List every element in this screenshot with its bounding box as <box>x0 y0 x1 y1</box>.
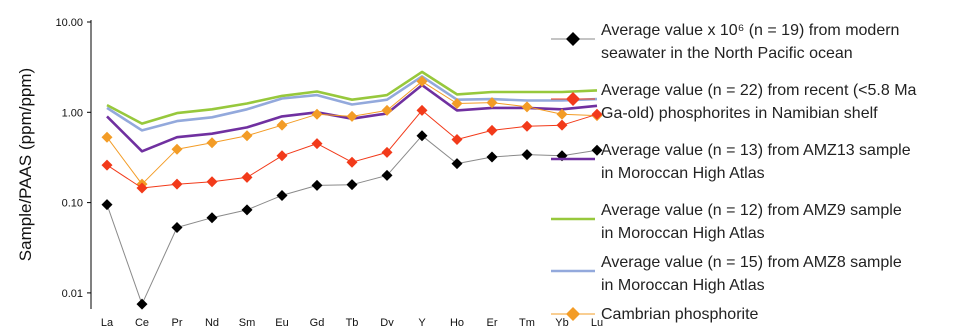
data-point <box>451 158 463 170</box>
data-point <box>206 212 218 224</box>
x-tick-label: Yb <box>555 317 568 326</box>
x-tick-label: La <box>101 317 114 326</box>
legend-entry-cambrian-phosphorite: Cambrian phosphorite <box>551 306 759 323</box>
x-tick-label: Dy <box>380 317 394 326</box>
legend-label: Ga-old) phosphorites in Namibian shelf <box>601 105 878 122</box>
x-tick-label: Eu <box>275 317 288 326</box>
legend-entry-amz13: Average value (n = 13) from AMZ13 sample… <box>551 142 911 182</box>
data-point <box>101 159 113 171</box>
data-point <box>591 144 603 156</box>
data-point <box>241 130 253 142</box>
x-tick-label: Tm <box>519 317 535 326</box>
data-point <box>241 204 253 216</box>
data-point <box>521 101 533 113</box>
legend-swatch-marker <box>566 32 580 46</box>
x-tick-label: Lu <box>591 317 603 326</box>
y-tick-label: 10.00 <box>55 17 83 29</box>
data-point <box>171 221 183 233</box>
data-point <box>136 182 148 194</box>
data-point <box>311 179 323 191</box>
data-point <box>171 178 183 190</box>
legend-entry-north-pacific-seawater: Average value x 10⁶ (n = 19) from modern… <box>551 22 899 62</box>
legend-label: in Moroccan High Atlas <box>601 165 765 182</box>
series-line-cambrian-phosphorite <box>106 80 598 185</box>
series-amz9 <box>106 70 598 125</box>
x-tick-label: Er <box>487 317 498 326</box>
series-line-amz9 <box>106 70 598 125</box>
plot-area <box>101 70 603 310</box>
series-amz8 <box>106 75 598 132</box>
y-tick-label: 1.00 <box>62 107 83 119</box>
data-point <box>486 124 498 136</box>
data-point <box>591 108 603 120</box>
series-namibian-shelf-phosphorites <box>101 104 603 194</box>
data-point <box>486 151 498 163</box>
y-tick-label: 0.10 <box>62 198 83 210</box>
data-point <box>556 108 568 120</box>
data-point <box>311 108 323 120</box>
data-point <box>101 131 113 143</box>
legend-label: Average value (n = 13) from AMZ13 sample <box>601 142 911 159</box>
legend-entry-amz9: Average value (n = 12) from AMZ9 sample i… <box>551 202 902 242</box>
data-point <box>521 120 533 132</box>
x-tick-label: Pr <box>172 317 183 326</box>
legend-label: Average value x 10⁶ (n = 19) from modern <box>601 22 899 39</box>
data-point <box>311 138 323 150</box>
data-point <box>276 150 288 162</box>
y-tick-label: 0.01 <box>62 288 83 300</box>
data-point <box>206 176 218 188</box>
data-point <box>101 199 113 211</box>
data-point <box>486 97 498 109</box>
data-point <box>451 133 463 145</box>
legend-label: Average value (n = 12) from AMZ9 sample <box>601 202 902 219</box>
legend-label: Average value (n = 15) from AMZ8 sample <box>601 254 902 271</box>
legend-label: Average value (n = 22) from recent (<5.8… <box>601 82 917 99</box>
data-point <box>276 119 288 131</box>
data-point <box>416 104 428 116</box>
legend: Average value x 10⁶ (n = 19) from modern… <box>551 22 917 323</box>
series-line-amz8 <box>106 75 598 132</box>
data-point <box>136 298 148 310</box>
data-point <box>346 110 358 122</box>
data-point <box>346 179 358 191</box>
data-point <box>521 149 533 161</box>
x-tick-label: Ce <box>135 317 149 326</box>
legend-label: in Moroccan High Atlas <box>601 225 765 242</box>
axes: 0.01 0.10 1.00 10.00 La Ce Pr Nd Sm Eu Gd Tb Dy Y Ho Er… <box>16 17 603 326</box>
data-point <box>381 104 393 116</box>
data-point <box>206 137 218 149</box>
data-point <box>346 156 358 168</box>
data-point <box>451 98 463 110</box>
data-point <box>276 189 288 201</box>
data-point <box>381 169 393 181</box>
legend-swatch-marker <box>566 92 580 106</box>
legend-entry-namibian-shelf-phosphorites: Average value (n = 22) from recent (<5.8… <box>551 82 917 122</box>
x-tick-label: Y <box>418 317 426 326</box>
data-point <box>556 119 568 131</box>
data-point <box>416 130 428 142</box>
data-point <box>381 146 393 158</box>
data-point <box>171 143 183 155</box>
legend-label: seawater in the North Pacific ocean <box>601 45 853 62</box>
legend-swatch-marker <box>566 307 580 321</box>
data-point <box>416 75 428 87</box>
x-tick-label: Tb <box>346 317 359 326</box>
x-tick-label: Nd <box>205 317 219 326</box>
series-north-pacific-seawater <box>101 130 603 310</box>
data-point <box>241 171 253 183</box>
x-tick-label: Ho <box>450 317 464 326</box>
legend-entry-amz8: Average value (n = 15) from AMZ8 sample i… <box>551 254 902 294</box>
x-tick-label: Gd <box>310 317 325 326</box>
x-tick-label: Sm <box>239 317 256 326</box>
y-axis-title: Sample/PAAS (ppm/ppm) <box>16 68 35 261</box>
legend-label: Cambrian phosphorite <box>601 306 759 323</box>
legend-label: in Moroccan High Atlas <box>601 277 765 294</box>
series-cambrian-phosphorite <box>101 75 603 190</box>
